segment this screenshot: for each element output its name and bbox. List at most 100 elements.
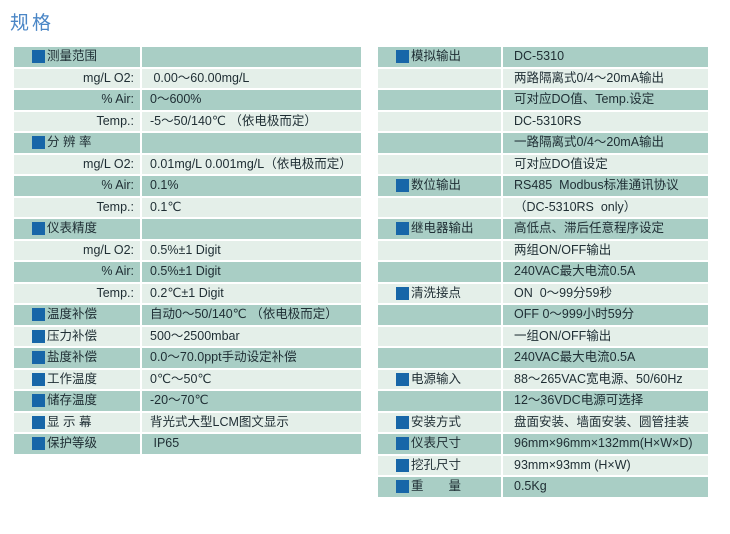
spec-label-cell: 继电器输出 [378, 219, 501, 239]
spec-row: 仪表尺寸 96mm×96mm×132mm(H×W×D) [378, 434, 708, 454]
spec-label-cell: Temp.: [14, 283, 140, 303]
spec-label-cell [378, 68, 501, 88]
spec-row: 压力补偿 500～2500mbar [14, 326, 361, 346]
spec-label-text: mg/L O2: [83, 70, 134, 85]
spec-value-cell: 96mm×96mm×132mm(H×W×D) [503, 434, 708, 454]
spec-label-cell [378, 154, 501, 174]
spec-row: % Air: 0～600% [14, 90, 361, 110]
spec-value-cell [142, 47, 361, 67]
spec-row: mg/L O2: 0.00～60.00mg/L [14, 68, 361, 88]
spec-label-cell [378, 111, 501, 131]
section-bullet-icon [32, 329, 45, 343]
spec-row: 清洗接点 ON 0～99分59秒 [378, 283, 708, 303]
spec-value-cell: 240VAC最大电流0.5A [503, 262, 708, 282]
spec-label-text: Temp.: [96, 285, 134, 300]
spec-value-cell: OFF 0～999小时59分 [503, 305, 708, 325]
spec-label-text: 压力补偿 [47, 328, 98, 343]
spec-label-cell: 温度补偿 [14, 305, 140, 325]
spec-value-cell: DC-5310 [503, 47, 708, 67]
spec-label-text: 重 量 [411, 479, 462, 493]
spec-value-cell: 0.2℃±1 Digit [142, 283, 361, 303]
spec-label-cell: 保护等级 [14, 434, 140, 454]
spec-row: 分 辨 率 [14, 133, 361, 153]
spec-value-cell: 0.5Kg [503, 477, 708, 497]
spec-label-cell: mg/L O2: [14, 240, 140, 260]
section-bullet-icon [32, 308, 45, 322]
spec-label-text: % Air: [101, 92, 134, 106]
spec-label-cell: 挖孔尺寸 [378, 455, 501, 475]
spec-label-text: 储存温度 [47, 393, 98, 407]
spec-label-text: 分 辨 率 [47, 135, 92, 149]
spec-value-cell: 高低点、滞后任意程序设定 [503, 219, 708, 239]
spec-label-cell: 显 示 幕 [14, 412, 140, 432]
spec-label-text: Temp.: [96, 113, 134, 128]
spec-row: 盐度补偿 0.0～70.0ppt手动设定补偿 [14, 348, 361, 368]
spec-row: 可对应DO值设定 [378, 154, 708, 174]
spec-label-text: 显 示 幕 [47, 414, 92, 429]
spec-label-cell [378, 90, 501, 110]
spec-value-cell: 可对应DO值、Temp.设定 [503, 90, 708, 110]
spec-label-text: 保护等级 [47, 436, 98, 450]
spec-row: 重 量 0.5Kg [378, 477, 708, 497]
spec-row: 12～36VDC电源可选择 [378, 391, 708, 411]
section-bullet-icon [396, 50, 409, 64]
spec-row: 储存温度 -20～70℃ [14, 391, 361, 411]
spec-row: 测量范围 [14, 47, 361, 67]
section-bullet-icon [396, 372, 409, 386]
section-bullet-icon [32, 50, 45, 64]
spec-row: 显 示 幕 背光式大型LCM图文显示 [14, 412, 361, 432]
spec-row: Temp.: 0.1℃ [14, 197, 361, 217]
spec-label-text: 安装方式 [411, 414, 462, 429]
spec-row: 一组ON/OFF输出 [378, 326, 708, 346]
spec-label-text: 挖孔尺寸 [411, 457, 462, 472]
spec-value-cell: RS485 Modbus标准通讯协议 [503, 176, 708, 196]
page-title: 规格 [10, 13, 55, 34]
spec-label-text: 继电器输出 [411, 221, 474, 235]
spec-row: （DC-5310RS only） [378, 197, 708, 217]
spec-row: mg/L O2: 0.5%±1 Digit [14, 240, 361, 260]
spec-value-cell: -20～70℃ [142, 391, 361, 411]
spec-value-cell: 0～600% [142, 90, 361, 110]
spec-value-cell: DC-5310RS [503, 111, 708, 131]
spec-table-left: 测量范围 mg/L O2: 0.00～60.00mg/L % Air: 0～600% T… [14, 47, 361, 456]
spec-row: 两路隔离式0/4～20mA输出 [378, 68, 708, 88]
section-bullet-icon [396, 458, 409, 472]
spec-label-cell [378, 133, 501, 153]
section-bullet-icon [396, 179, 409, 193]
spec-label-text: mg/L O2: [83, 156, 134, 171]
spec-label-text: 仪表尺寸 [411, 436, 462, 450]
section-bullet-icon [32, 437, 45, 451]
section-bullet-icon [396, 415, 409, 429]
spec-value-cell: 12～36VDC电源可选择 [503, 391, 708, 411]
spec-value-cell: 背光式大型LCM图文显示 [142, 412, 361, 432]
spec-label-cell: Temp.: [14, 197, 140, 217]
spec-label-cell: mg/L O2: [14, 68, 140, 88]
spec-row: 模拟输出 DC-5310 [378, 47, 708, 67]
spec-row: 温度补偿 自动0～50/140℃ （依电极而定） [14, 305, 361, 325]
spec-value-cell: -5～50/140℃ （依电极而定） [142, 111, 361, 131]
spec-label-cell [378, 262, 501, 282]
spec-value-cell: 240VAC最大电流0.5A [503, 348, 708, 368]
spec-label-text: mg/L O2: [83, 242, 134, 257]
spec-value-cell: 0.01mg/L 0.001mg/L（依电极而定） [142, 154, 361, 174]
spec-label-cell: 仪表精度 [14, 219, 140, 239]
section-bullet-icon [396, 222, 409, 236]
spec-label-text: 清洗接点 [411, 285, 462, 300]
spec-label-cell [378, 305, 501, 325]
spec-value-cell: 两组ON/OFF输出 [503, 240, 708, 260]
section-bullet-icon [396, 437, 409, 451]
spec-row: 两组ON/OFF输出 [378, 240, 708, 260]
spec-label-text: 仪表精度 [47, 221, 98, 235]
spec-label-text: 测量范围 [47, 49, 98, 63]
spec-label-cell: 重 量 [378, 477, 501, 497]
section-bullet-icon [396, 286, 409, 300]
spec-label-cell: % Air: [14, 262, 140, 282]
section-bullet-icon [32, 351, 45, 365]
spec-table-right: 模拟输出 DC-5310 两路隔离式0/4～20mA输出 可对应DO值、Temp.设定… [378, 47, 708, 499]
spec-value-cell: （DC-5310RS only） [503, 197, 708, 217]
spec-label-text: 数位输出 [411, 178, 462, 192]
spec-label-cell: 工作温度 [14, 369, 140, 389]
section-bullet-icon [396, 480, 409, 494]
spec-label-cell: mg/L O2: [14, 154, 140, 174]
spec-label-cell [378, 391, 501, 411]
